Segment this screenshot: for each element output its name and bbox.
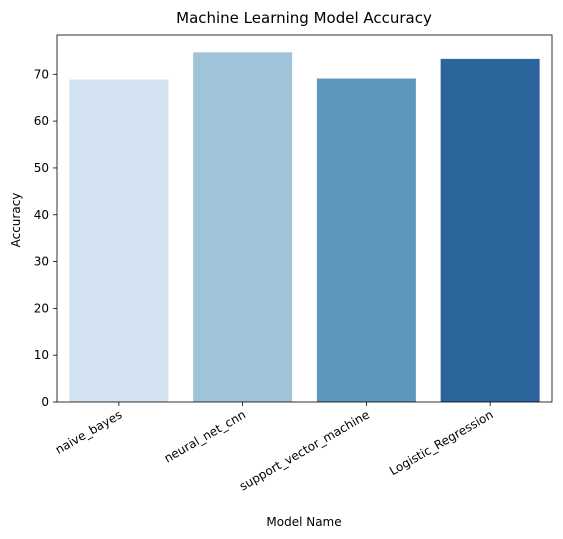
y-tick-label-0: 0 xyxy=(41,395,49,409)
y-tick-label-70: 70 xyxy=(34,67,49,81)
y-tick-label-40: 40 xyxy=(34,208,49,222)
y-axis: 0 10 20 30 40 50 60 70 xyxy=(34,67,57,409)
y-tick-label-30: 30 xyxy=(34,255,49,269)
y-tick-label-20: 20 xyxy=(34,301,49,315)
plot-border xyxy=(56,34,553,403)
x-tick-label-support_vector_machine: support_vector_machine xyxy=(237,407,372,493)
y-axis-label: Accuracy xyxy=(9,193,23,248)
y-tick-label-10: 10 xyxy=(34,348,49,362)
y-tick-label-60: 60 xyxy=(34,114,49,128)
x-tick-label-naive_bayes: naive_bayes xyxy=(53,407,125,456)
bars-group xyxy=(69,52,540,403)
x-tick-label-Logistic_Regression: Logistic_Regression xyxy=(387,407,496,478)
bar-Logistic_Regression xyxy=(440,58,540,403)
bar-neural_net_cnn xyxy=(193,52,293,402)
axes-frame xyxy=(56,34,553,403)
x-axis: naive_bayes neural_net_cnnsupport_vector_… xyxy=(53,402,496,493)
chart-title: Machine Learning Model Accuracy xyxy=(176,9,432,27)
bar-support_vector_machine xyxy=(316,78,416,402)
x-tick-label-neural_net_cnn: neural_net_cnn xyxy=(162,407,248,465)
x-axis-label: Model Name xyxy=(266,515,341,529)
bar-naive_bayes xyxy=(69,79,169,402)
y-tick-label-50: 50 xyxy=(34,161,49,175)
